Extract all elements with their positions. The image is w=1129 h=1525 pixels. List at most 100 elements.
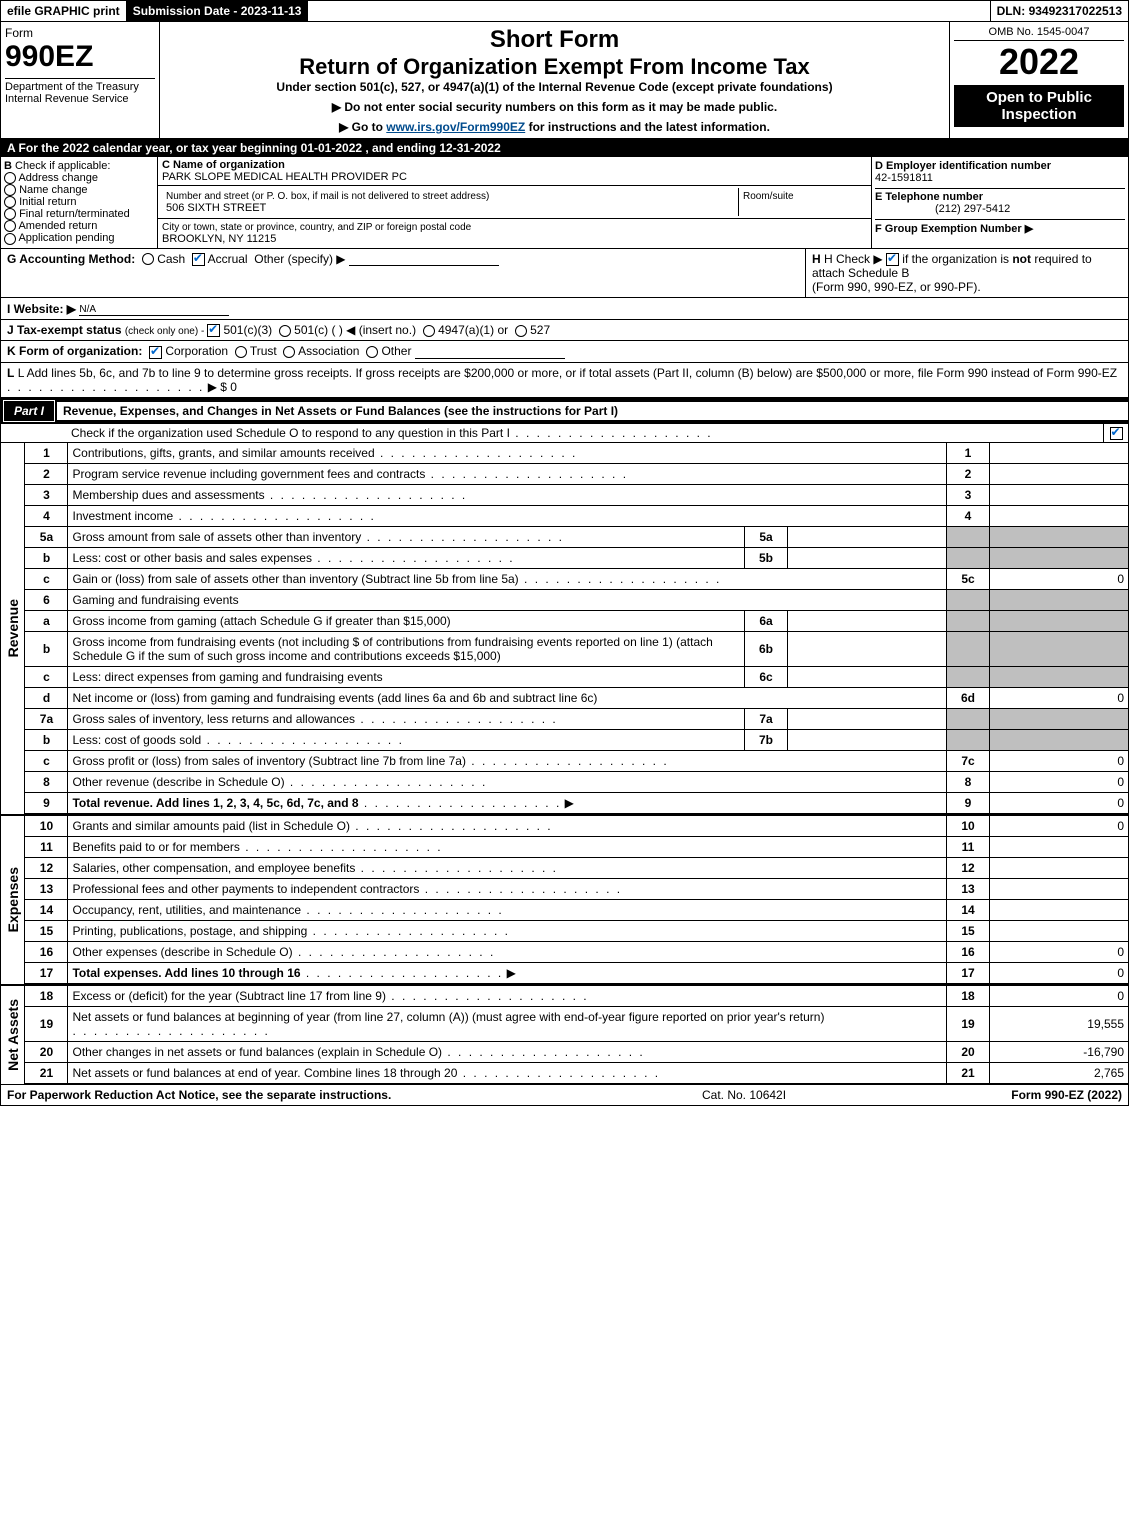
netassets-label-text: Net Assets	[5, 999, 21, 1071]
g-other: Other (specify) ▶	[254, 252, 345, 266]
ln: 15	[25, 920, 68, 941]
num: 10	[947, 816, 990, 837]
val: 0	[990, 941, 1129, 962]
j-501c: 501(c) ( ) ◀ (insert no.)	[294, 323, 416, 337]
desc-text: Investment income	[72, 509, 173, 523]
line-20: 20Other changes in net assets or fund ba…	[25, 1041, 1128, 1062]
note-ssn: ▶ Do not enter social security numbers o…	[164, 100, 945, 114]
val	[990, 505, 1129, 526]
num: 3	[947, 484, 990, 505]
section-def: D Employer identification number 42-1591…	[872, 157, 1128, 248]
radio-icon	[4, 172, 16, 184]
subnum: 7b	[745, 729, 788, 750]
radio-icon[interactable]	[515, 325, 527, 337]
line-4: 4Investment income4	[25, 505, 1128, 526]
expenses-vlabel: Expenses	[1, 816, 25, 984]
desc: Excess or (deficit) for the year (Subtra…	[68, 986, 947, 1007]
section-c: C Name of organization PARK SLOPE MEDICA…	[158, 157, 872, 248]
dln: DLN: 93492317022513	[990, 1, 1128, 21]
val: -16,790	[990, 1041, 1129, 1062]
section-k: K Form of organization: Corporation Trus…	[0, 341, 1129, 362]
irs-label: Internal Revenue Service	[5, 93, 155, 105]
subval	[788, 666, 947, 687]
e-phone: E Telephone number (212) 297-5412	[875, 188, 1125, 215]
line-14: 14Occupancy, rent, utilities, and mainte…	[25, 899, 1128, 920]
checkbox-icon[interactable]	[207, 324, 220, 337]
val-shade	[990, 526, 1129, 547]
radio-icon[interactable]	[279, 325, 291, 337]
subval	[788, 526, 947, 547]
line-8: 8Other revenue (describe in Schedule O)8…	[25, 771, 1128, 792]
line-2: 2Program service revenue including gover…	[25, 463, 1128, 484]
radio-icon[interactable]	[142, 253, 154, 265]
opt-name-change: Name change	[19, 184, 88, 196]
j-527: 527	[530, 323, 550, 337]
g-other-field[interactable]	[349, 265, 499, 266]
ln: 18	[25, 986, 68, 1007]
val	[990, 484, 1129, 505]
val-shade	[990, 631, 1129, 666]
line-1: 1Contributions, gifts, grants, and simil…	[25, 443, 1128, 464]
j-pre: J Tax-exempt status	[7, 323, 125, 337]
val: 19,555	[990, 1006, 1129, 1041]
radio-icon	[4, 184, 16, 196]
desc-text: Occupancy, rent, utilities, and maintena…	[72, 903, 301, 917]
subnum: 5b	[745, 547, 788, 568]
desc: Gross income from gaming (attach Schedul…	[68, 610, 745, 631]
radio-icon[interactable]	[235, 346, 247, 358]
desc: Net assets or fund balances at end of ye…	[68, 1062, 947, 1083]
num-shade	[947, 666, 990, 687]
opt-initial-return: Initial return	[19, 196, 76, 208]
subnum: 7a	[745, 708, 788, 729]
opt-amended-return: Amended return	[18, 220, 97, 232]
num-shade	[947, 708, 990, 729]
d-label: D Employer identification number	[875, 160, 1051, 172]
form-word: Form	[5, 26, 155, 40]
city-label: City or town, state or province, country…	[162, 222, 471, 233]
j-4947: 4947(a)(1) or	[438, 323, 508, 337]
netassets-table: 18Excess or (deficit) for the year (Subt…	[25, 986, 1128, 1084]
radio-icon	[4, 220, 16, 232]
checkbox-icon[interactable]	[192, 253, 205, 266]
desc: Net income or (loss) from gaming and fun…	[68, 687, 947, 708]
chk-application-pending[interactable]: Application pending	[4, 232, 154, 244]
num: 7c	[947, 750, 990, 771]
k-corp: Corporation	[165, 344, 228, 358]
irs-link[interactable]: www.irs.gov/Form990EZ	[386, 120, 525, 134]
part1-check-row: Check if the organization used Schedule …	[0, 424, 1129, 443]
checkbox-icon[interactable]	[886, 253, 899, 266]
checkbox-icon[interactable]	[149, 346, 162, 359]
form-title: Return of Organization Exempt From Incom…	[164, 54, 945, 80]
website-field[interactable]: N/A	[79, 301, 229, 316]
dots	[173, 509, 376, 523]
radio-icon	[4, 208, 16, 220]
chk-amended-return[interactable]: Amended return	[4, 220, 154, 232]
radio-icon[interactable]	[283, 346, 295, 358]
val: 0	[990, 750, 1129, 771]
val: 0	[990, 986, 1129, 1007]
chk-final-return[interactable]: Final return/terminated	[4, 208, 154, 220]
chk-name-change[interactable]: Name change	[4, 184, 154, 196]
ln: b	[25, 729, 68, 750]
desc-text: Gross profit or (loss) from sales of inv…	[72, 754, 465, 768]
radio-icon[interactable]	[423, 325, 435, 337]
dots	[419, 882, 622, 896]
chk-initial-return[interactable]: Initial return	[4, 196, 154, 208]
efile-label[interactable]: efile GRAPHIC print	[1, 1, 127, 21]
radio-icon[interactable]	[366, 346, 378, 358]
ln: 5a	[25, 526, 68, 547]
val	[990, 463, 1129, 484]
chk-address-change[interactable]: Address change	[4, 172, 154, 184]
num: 13	[947, 878, 990, 899]
desc-text: Printing, publications, postage, and shi…	[72, 924, 307, 938]
city-block: City or town, state or province, country…	[158, 219, 871, 247]
b-label: B	[4, 160, 12, 172]
k-other-field[interactable]	[415, 358, 565, 359]
val: 2,765	[990, 1062, 1129, 1083]
part1-label: Part I	[3, 400, 55, 422]
line-11: 11Benefits paid to or for members11	[25, 836, 1128, 857]
ln: 13	[25, 878, 68, 899]
part1-checkbox[interactable]	[1103, 424, 1128, 442]
i-label: I Website: ▶	[7, 302, 76, 316]
footer-right-post: (2022)	[1084, 1088, 1122, 1102]
